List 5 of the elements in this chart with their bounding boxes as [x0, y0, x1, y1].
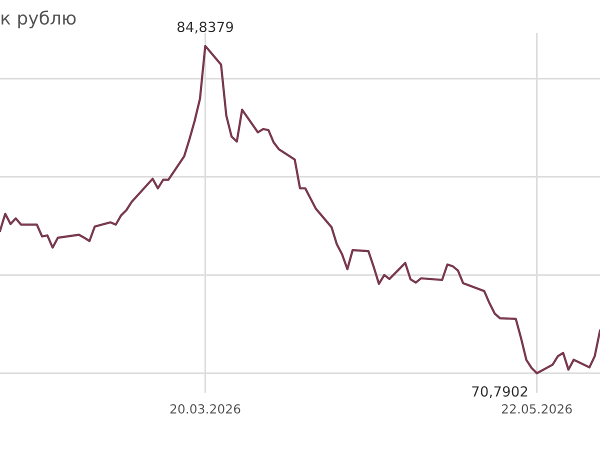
x-tick-label: 20.03.2026	[170, 404, 240, 414]
chart-title: к рублю	[2, 10, 76, 28]
annotation: 84,8379	[177, 22, 234, 34]
annotation: 70,7902	[472, 386, 528, 398]
x-tick-label: 22.05.2026	[502, 404, 572, 414]
